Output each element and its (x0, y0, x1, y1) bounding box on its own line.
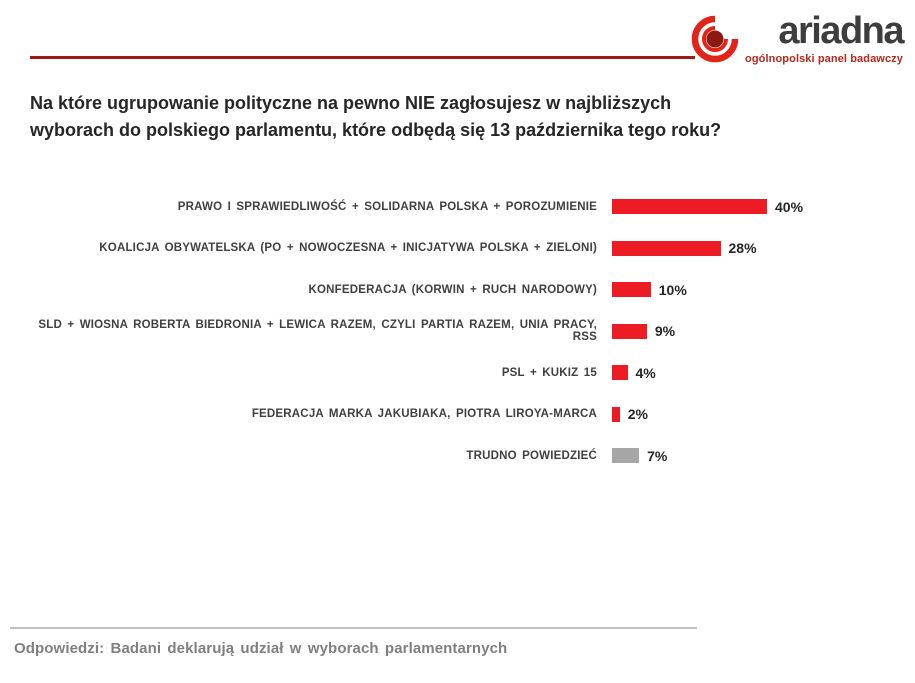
chart-row: SLD + WIOSNA ROBERTA BIEDRONIA + LEWICA … (12, 311, 902, 353)
footer-rule (10, 627, 697, 629)
category-label: PRAWO I SPRAWIEDLIWOŚĆ + SOLIDARNA POLSK… (177, 200, 597, 213)
chart-row: PRAWO I SPRAWIEDLIWOŚĆ + SOLIDARNA POLSK… (12, 186, 902, 228)
chart-row: KONFEDERACJA (KORWIN + RUCH NARODOWY) 10% (12, 269, 902, 311)
logo-text: ariadna ogólnopolski panel badawczy (745, 10, 904, 65)
chart-row: TRUDNO POWIEDZIEĆ 7% (12, 435, 902, 477)
bar (612, 323, 647, 339)
value-label: 4% (635, 364, 656, 381)
logo: ariadna ogólnopolski panel badawczy (691, 10, 904, 65)
value-label: 28% (728, 240, 757, 257)
category-label: KOALICJA OBYWATELSKA (PO + NOWOCZESNA + … (99, 242, 597, 255)
header-rule (30, 56, 695, 59)
chart-row: PSL + KUKIZ 15 4% (12, 352, 902, 394)
category-label: SLD + WIOSNA ROBERTA BIEDRONIA + LEWICA … (38, 319, 597, 344)
logo-tagline: ogólnopolski panel badawczy (745, 53, 903, 65)
value-label: 10% (658, 281, 687, 298)
bar (612, 448, 640, 464)
value-label: 40% (775, 198, 804, 215)
category-label: PSL + KUKIZ 15 (501, 366, 597, 379)
bar (612, 406, 620, 422)
value-label: 9% (654, 323, 676, 340)
category-label: FEDERACJA MARKA JAKUBIAKA, PIOTRA LIROYA… (251, 408, 597, 421)
bar-chart: PRAWO I SPRAWIEDLIWOŚĆ + SOLIDARNA POLSK… (12, 186, 902, 477)
bar (612, 199, 767, 215)
category-label: TRUDNO POWIEDZIEĆ (466, 449, 597, 462)
chart-row: FEDERACJA MARKA JAKUBIAKA, PIOTRA LIROYA… (12, 394, 902, 436)
footer-note: Odpowiedzi: Badani deklarują udział w wy… (14, 640, 508, 657)
value-label: 7% (647, 447, 668, 464)
bar (612, 365, 628, 381)
ariadna-spiral-icon (691, 15, 739, 63)
chart-row: KOALICJA OBYWATELSKA (PO + NOWOCZESNA + … (12, 228, 902, 270)
category-label: KONFEDERACJA (KORWIN + RUCH NARODOWY) (308, 283, 597, 296)
logo-wordmark: ariadna (778, 10, 904, 52)
bar (612, 282, 651, 298)
bar (612, 240, 721, 256)
chart-title: Na które ugrupowanie polityczne na pewno… (30, 93, 722, 140)
value-label: 2% (627, 406, 648, 423)
